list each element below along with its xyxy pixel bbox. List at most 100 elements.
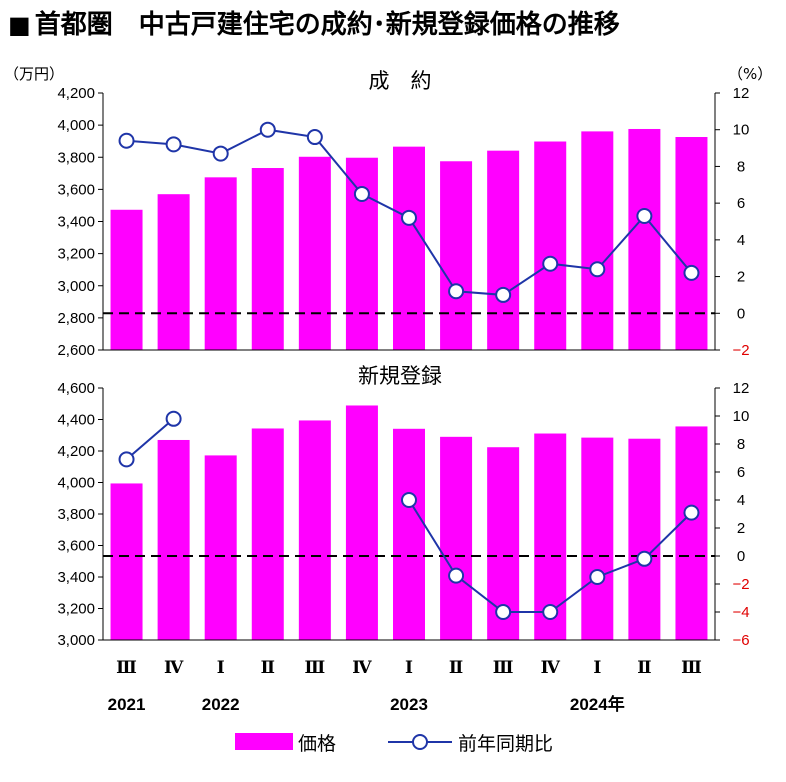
left-tick-label: 4,000	[57, 117, 95, 134]
left-axis-unit: （万円）	[4, 65, 64, 83]
right-tick-label: 10	[733, 408, 750, 425]
left-tick-label: 4,000	[57, 475, 95, 492]
yoy-point	[542, 604, 559, 620]
yoy-point	[636, 207, 653, 224]
left-tick-label: 3,800	[57, 149, 95, 166]
price-bar	[251, 168, 284, 350]
right-tick-label: 6	[737, 195, 745, 212]
yoy-point	[306, 129, 323, 146]
quarter-label: Ⅰ	[593, 658, 601, 678]
quarter-label: Ⅳ	[541, 658, 561, 678]
left-tick-label: 3,200	[57, 246, 95, 263]
yoy-point	[118, 132, 135, 149]
quarter-label: Ⅳ	[352, 658, 372, 678]
price-bar	[534, 141, 567, 350]
right-tick-label: 12	[733, 85, 750, 102]
quarter-label: Ⅲ	[681, 658, 702, 678]
price-bar	[298, 156, 331, 350]
price-bar	[298, 420, 331, 640]
left-tick-label: 4,400	[57, 412, 95, 429]
yoy-point	[589, 569, 606, 585]
quarter-label: Ⅳ	[164, 658, 184, 678]
yoy-point	[636, 550, 653, 567]
yoy-point	[401, 209, 417, 226]
yoy-point	[542, 255, 559, 272]
price-bar	[204, 177, 237, 350]
price-bar	[440, 436, 473, 640]
right-tick-label: −6	[732, 632, 749, 649]
right-tick-label: 12	[733, 380, 750, 397]
yoy-point	[401, 492, 417, 508]
quarter-label: Ⅲ	[304, 658, 325, 678]
price-bar	[675, 137, 708, 350]
price-bar	[393, 146, 425, 350]
quarter-label: Ⅰ	[217, 658, 225, 678]
yoy-point	[495, 604, 512, 620]
year-label: 2021	[108, 695, 146, 714]
left-tick-label: 2,800	[57, 310, 95, 327]
yoy-point	[165, 136, 182, 153]
yoy-point	[212, 145, 229, 162]
panel-title: 新規登録	[358, 364, 442, 388]
price-bar	[110, 209, 143, 350]
quarter-label: Ⅱ	[637, 658, 651, 678]
legend-bar-swatch	[235, 733, 293, 750]
left-tick-label: 3,400	[57, 214, 95, 231]
left-tick-label: 3,000	[57, 278, 95, 295]
yoy-point	[448, 283, 465, 300]
right-tick-label: 0	[737, 548, 745, 565]
yoy-point	[495, 286, 512, 303]
legend-bar-label: 価格	[298, 733, 336, 755]
chart-title: ■ 首都圏 中古戸建住宅の成約･新規登録価格の推移	[8, 4, 620, 41]
title-square-icon: ■	[8, 11, 31, 39]
left-tick-label: 4,600	[57, 380, 95, 397]
left-tick-label: 3,600	[57, 538, 95, 555]
right-tick-label: −2	[732, 576, 749, 593]
yoy-point	[683, 504, 700, 521]
legend-line-label: 前年同期比	[458, 733, 553, 755]
left-tick-label: 4,200	[57, 85, 95, 102]
left-tick-label: 3,000	[57, 632, 95, 649]
price-bar	[204, 455, 237, 640]
price-bar	[628, 128, 661, 350]
right-tick-label: 10	[733, 122, 750, 139]
right-axis-unit: （%）	[728, 65, 772, 83]
right-tick-label: 0	[737, 305, 745, 322]
price-bar	[487, 150, 520, 350]
right-tick-label: 8	[737, 436, 745, 453]
quarter-label: Ⅱ	[261, 658, 275, 678]
price-bar	[440, 161, 473, 350]
yoy-line	[125, 418, 175, 461]
year-label: 2022	[202, 695, 240, 714]
price-bar	[393, 428, 425, 640]
quarter-label: Ⅲ	[493, 658, 514, 678]
left-tick-label: 2,600	[57, 342, 95, 359]
right-tick-label: −4	[732, 604, 749, 621]
left-tick-label: 4,200	[57, 443, 95, 460]
yoy-point	[683, 264, 700, 281]
legend-marker-swatch	[412, 734, 428, 750]
yoy-point	[353, 185, 370, 202]
year-label: 2024年	[570, 694, 625, 714]
yoy-point	[589, 261, 606, 278]
right-tick-label: 2	[737, 269, 745, 286]
price-bar	[628, 438, 661, 640]
right-tick-label: 6	[737, 464, 745, 481]
year-label: 2023	[390, 695, 428, 714]
right-tick-label: 2	[737, 520, 745, 537]
left-tick-label: 3,200	[57, 601, 95, 618]
price-bar	[675, 426, 708, 640]
price-bar	[251, 428, 284, 640]
yoy-point	[448, 567, 465, 584]
right-tick-label: 4	[737, 232, 745, 249]
panel-title: 成 約	[369, 69, 432, 93]
yoy-point	[259, 121, 276, 138]
quarter-label: Ⅰ	[405, 658, 413, 678]
left-tick-label: 3,400	[57, 569, 95, 586]
left-tick-label: 3,800	[57, 506, 95, 523]
price-bar	[157, 194, 190, 350]
right-tick-label: 8	[737, 158, 745, 175]
quarter-label: Ⅲ	[116, 658, 137, 678]
right-tick-label: −2	[732, 342, 749, 359]
